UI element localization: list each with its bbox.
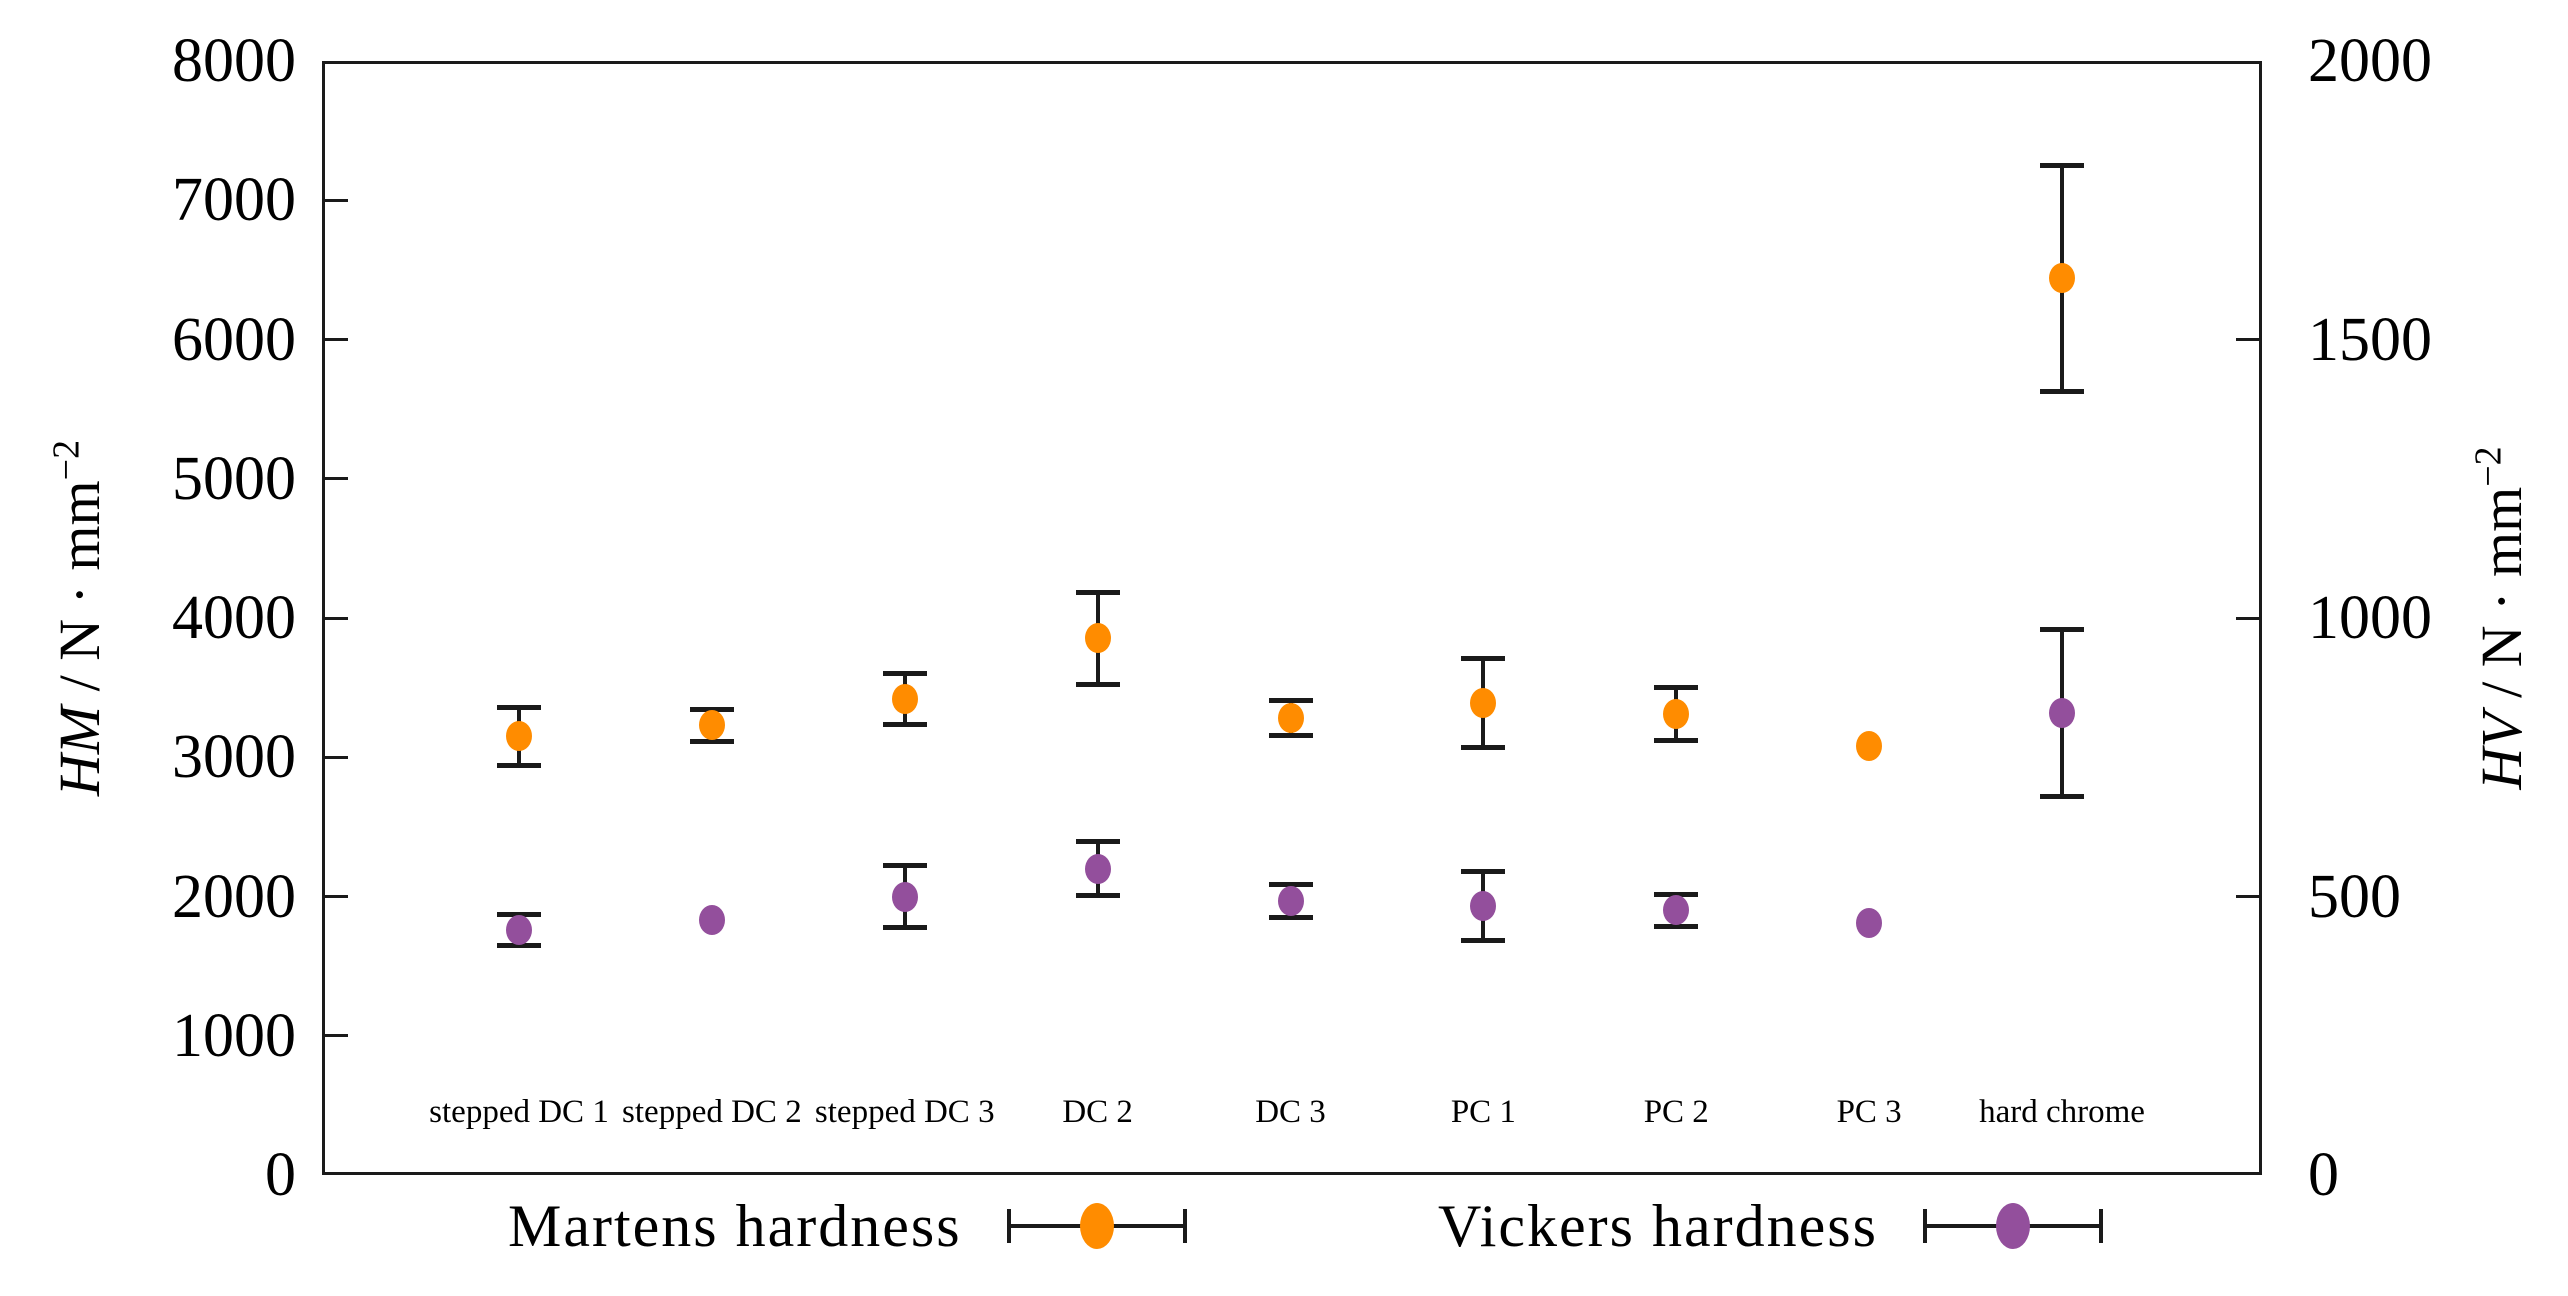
data-point-vickers bbox=[1856, 908, 1883, 939]
data-point-vickers bbox=[1084, 853, 1111, 884]
category-label: PC 3 bbox=[1836, 1094, 1902, 1130]
category-label: hard chrome bbox=[1979, 1094, 2145, 1130]
left-axis-tick-label: 7000 bbox=[172, 166, 296, 235]
error-bar-cap-bottom bbox=[1654, 738, 1699, 744]
data-point-vickers bbox=[698, 904, 725, 935]
data-point-vickers bbox=[1663, 895, 1690, 926]
error-bar-cap-top bbox=[882, 670, 927, 676]
category-label: stepped DC 3 bbox=[814, 1094, 995, 1130]
data-point-martens bbox=[1277, 703, 1304, 734]
error-bar-cap-bottom bbox=[1268, 915, 1313, 921]
right-axis-tick bbox=[2236, 338, 2262, 341]
error-bar-cap-bottom bbox=[1075, 892, 1120, 898]
error-bar-cap-top bbox=[1075, 839, 1120, 845]
error-bar-cap-top bbox=[497, 704, 541, 710]
left-axis-tick-label: 5000 bbox=[172, 444, 296, 513]
error-bar-cap-bottom bbox=[1461, 938, 1506, 943]
legend-errorbar-symbol bbox=[1006, 1198, 1187, 1254]
legend-errorbar-cap bbox=[1182, 1209, 1187, 1243]
error-bar-cap-bottom bbox=[497, 763, 541, 769]
error-bar-cap-top bbox=[1654, 685, 1699, 691]
error-bar-cap-top bbox=[1268, 881, 1313, 887]
left-axis-tick bbox=[322, 198, 348, 202]
data-point-vickers bbox=[2049, 697, 2075, 728]
category-label: DC 3 bbox=[1255, 1094, 1326, 1130]
error-bar-cap-bottom bbox=[2040, 793, 2084, 799]
legend-errorbar-symbol bbox=[1922, 1198, 2103, 1254]
data-point-martens bbox=[1470, 687, 1497, 718]
left-axis-tick-label: 4000 bbox=[172, 584, 296, 652]
error-bar-cap-bottom bbox=[1268, 733, 1313, 739]
category-label: DC 2 bbox=[1062, 1094, 1133, 1130]
right-axis-tick bbox=[2236, 895, 2262, 898]
legend-errorbar-cap bbox=[1922, 1209, 1927, 1243]
category-label: PC 2 bbox=[1643, 1094, 1709, 1130]
right-axis-tick-label: 2000 bbox=[2308, 27, 2432, 95]
left-axis-tick bbox=[322, 338, 348, 341]
data-point-martens bbox=[891, 683, 918, 714]
data-point-martens bbox=[1084, 623, 1111, 654]
right-axis-tick-label: 1000 bbox=[2308, 584, 2432, 652]
right-axis-tick bbox=[2236, 616, 2262, 620]
left-axis-tick bbox=[322, 755, 348, 759]
legend-errorbar-cap bbox=[1006, 1209, 1011, 1243]
left-axis-tick bbox=[322, 895, 348, 898]
error-bar-cap-bottom bbox=[1654, 923, 1699, 929]
error-bar-cap-bottom bbox=[1461, 745, 1506, 750]
legend-label: Martens hardness bbox=[508, 1193, 962, 1259]
data-point-martens bbox=[506, 721, 532, 752]
data-point-martens bbox=[1856, 731, 1883, 762]
error-bar-cap-top bbox=[1654, 892, 1699, 898]
error-bar-cap-top bbox=[1268, 698, 1313, 704]
plot-area bbox=[322, 61, 2262, 1175]
error-bar-cap-top bbox=[1075, 589, 1120, 595]
left-axis-tick-label: 3000 bbox=[172, 723, 296, 792]
error-bar-cap-top bbox=[689, 706, 734, 712]
error-bar-cap-bottom bbox=[689, 738, 734, 744]
error-bar-cap-top bbox=[1461, 655, 1506, 661]
error-bar-cap-bottom bbox=[1075, 681, 1120, 687]
legend-item: Vickers hardness bbox=[1438, 1192, 2103, 1260]
data-point-vickers bbox=[891, 881, 918, 912]
error-bar-cap-bottom bbox=[882, 722, 927, 728]
data-point-martens bbox=[2049, 263, 2075, 294]
error-bar-cap-bottom bbox=[882, 924, 927, 930]
legend-marker bbox=[1995, 1203, 2030, 1249]
right-axis-tick-label: 500 bbox=[2308, 862, 2401, 931]
category-label: PC 1 bbox=[1450, 1094, 1516, 1130]
error-bar-cap-bottom bbox=[497, 943, 541, 949]
error-bar-cap-bottom bbox=[2040, 388, 2084, 394]
data-point-vickers bbox=[506, 914, 532, 945]
legend-errorbar-cap bbox=[2098, 1209, 2103, 1243]
right-axis-symbol: HV bbox=[2469, 712, 2534, 790]
left-axis-tick bbox=[322, 1034, 348, 1038]
error-bar-cap-top bbox=[1461, 868, 1506, 874]
left-axis-tick-label: 8000 bbox=[172, 27, 296, 95]
data-point-vickers bbox=[1277, 885, 1304, 916]
data-point-martens bbox=[698, 710, 725, 741]
right-axis-tick-label: 0 bbox=[2308, 1141, 2339, 1209]
error-bar-cap-top bbox=[2040, 162, 2084, 168]
legend-label: Vickers hardness bbox=[1438, 1193, 1878, 1259]
category-label: stepped DC 2 bbox=[622, 1094, 802, 1130]
left-axis-tick bbox=[322, 477, 348, 481]
error-bar-cap-top bbox=[2040, 626, 2084, 632]
left-axis-tick-label: 6000 bbox=[172, 305, 296, 374]
left-axis-tick bbox=[322, 616, 348, 620]
right-axis-tick-label: 1500 bbox=[2308, 305, 2432, 374]
legend-marker bbox=[1079, 1203, 1114, 1249]
category-label: stepped DC 1 bbox=[429, 1094, 609, 1130]
error-bar-cap-top bbox=[497, 911, 541, 917]
left-axis-tick-label: 1000 bbox=[172, 1001, 296, 1070]
left-axis-tick-label: 0 bbox=[265, 1141, 296, 1209]
data-point-vickers bbox=[1470, 890, 1497, 921]
data-point-martens bbox=[1663, 699, 1690, 730]
legend-item: Martens hardness bbox=[508, 1192, 1187, 1260]
right-axis-exponent: −2 bbox=[2467, 446, 2510, 487]
error-bar-cap-top bbox=[882, 863, 927, 869]
left-axis-tick-label: 2000 bbox=[172, 862, 296, 931]
